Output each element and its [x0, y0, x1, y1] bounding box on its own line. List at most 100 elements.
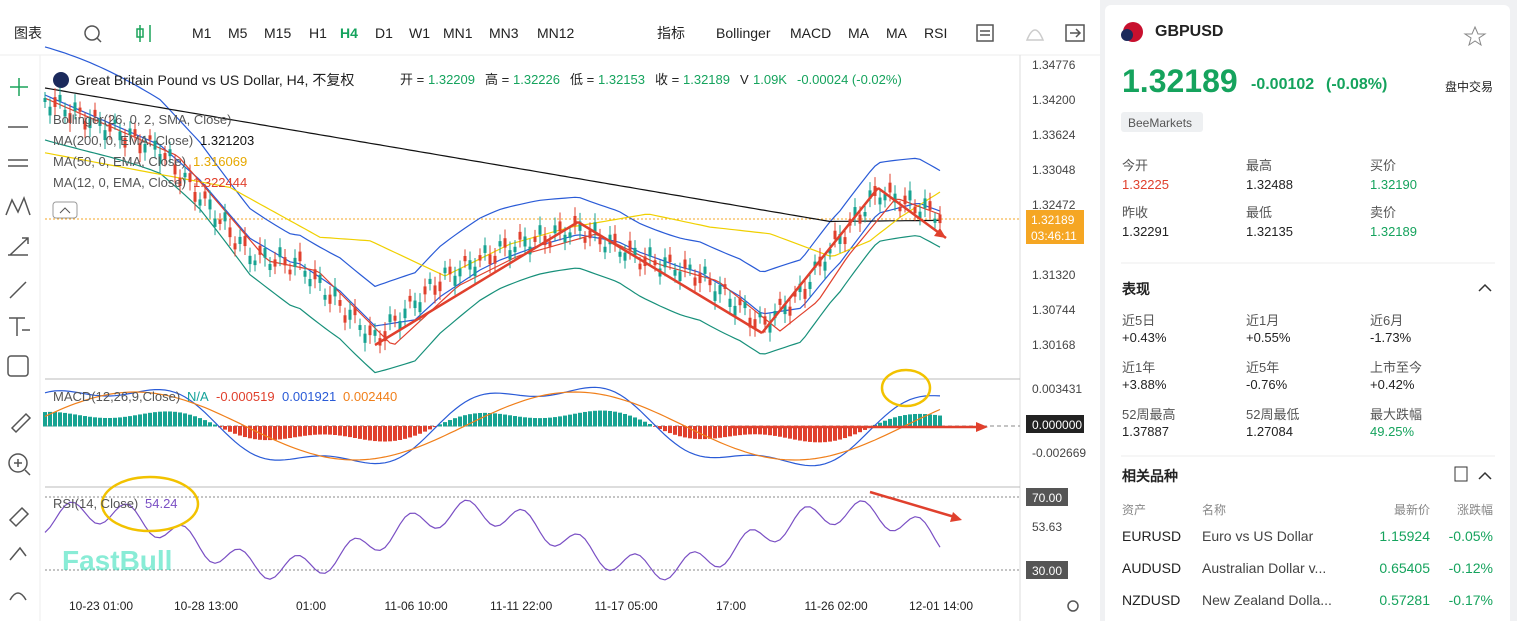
- candle-body: [793, 292, 797, 297]
- quote-value: 1.32189: [683, 72, 730, 87]
- candle-body: [138, 143, 142, 154]
- macd-bar: [158, 411, 162, 427]
- candle-body: [783, 304, 787, 315]
- stat-value: 1.32291: [1122, 224, 1169, 239]
- ma50: [44, 152, 941, 277]
- macd-bar: [43, 412, 47, 427]
- candle-body: [483, 245, 487, 253]
- perf-value: +0.42%: [1370, 377, 1415, 392]
- candle-body: [778, 298, 782, 305]
- macd-bar: [378, 426, 382, 442]
- indicator-button[interactable]: MA: [848, 25, 869, 41]
- table-cell: Euro vs US Dollar: [1202, 528, 1314, 544]
- candle-body: [758, 312, 762, 318]
- candle-body: [823, 261, 827, 271]
- macd-bar: [143, 413, 147, 427]
- quote-change: -0.00024 (-0.02%): [797, 72, 902, 87]
- candle-body: [278, 247, 282, 258]
- timeframe-button[interactable]: H4: [340, 25, 358, 41]
- macd-bar: [738, 426, 742, 436]
- candle-body: [498, 241, 502, 247]
- macd-bar: [168, 411, 172, 427]
- macd-bar: [883, 420, 887, 427]
- candle-body: [473, 266, 477, 277]
- macd-bar: [823, 426, 827, 443]
- candle-body: [268, 264, 272, 271]
- candle-body: [698, 273, 702, 284]
- macd-bar: [763, 426, 767, 435]
- indicator-button[interactable]: Bollinger: [716, 25, 771, 41]
- macd-bar: [563, 415, 567, 427]
- macd-bar: [433, 426, 437, 428]
- candle-body: [463, 255, 467, 262]
- candle-body: [633, 247, 637, 256]
- price-axis-label: 1.32472: [1032, 198, 1076, 212]
- candle-body: [173, 164, 177, 175]
- candle-body: [523, 236, 527, 247]
- macd-bar: [908, 414, 912, 427]
- stat-label: 昨收: [1122, 205, 1149, 220]
- macd-bar: [408, 426, 412, 438]
- macd-bar: [238, 426, 242, 436]
- macd-bar: [113, 417, 117, 427]
- candle-body: [503, 238, 507, 248]
- macd-bar: [548, 417, 552, 427]
- candle-body: [153, 140, 157, 150]
- timeframe-button[interactable]: W1: [409, 25, 430, 41]
- candle-body: [743, 302, 747, 309]
- macd-bar: [68, 413, 72, 427]
- macd-bar: [148, 412, 152, 427]
- macd-bar: [603, 410, 607, 427]
- table-header: 最新价: [1393, 503, 1430, 517]
- macd-bar: [243, 426, 247, 438]
- timeframe-button[interactable]: MN1: [443, 25, 473, 41]
- timeframe-button[interactable]: D1: [375, 25, 393, 41]
- macd-bar: [513, 416, 517, 427]
- macd-bar: [693, 426, 697, 439]
- macd-bar: [828, 426, 832, 442]
- last-price: 1.32189: [1122, 63, 1238, 99]
- candle-body: [243, 236, 247, 247]
- macd-bar: [613, 411, 617, 427]
- candle-body: [413, 300, 417, 309]
- macd-bar: [153, 412, 157, 427]
- candle-body: [768, 322, 772, 333]
- macd-bar: [918, 413, 922, 427]
- macd-bar: [798, 426, 802, 441]
- macd-bar: [523, 417, 527, 427]
- candle-body: [193, 191, 197, 202]
- perf-label: 近5日: [1122, 313, 1156, 328]
- candle-body: [103, 130, 107, 141]
- candle-body: [263, 248, 267, 258]
- macd-bar: [493, 413, 497, 427]
- indicator-menu[interactable]: 指标: [657, 25, 685, 41]
- indicator-button[interactable]: MA: [886, 25, 907, 41]
- candle-body: [603, 246, 607, 253]
- candle-body: [773, 311, 777, 319]
- timeframe-button[interactable]: H1: [309, 25, 327, 41]
- timeframe-button[interactable]: MN12: [537, 25, 575, 41]
- bollinger-upper: [44, 46, 941, 288]
- macd-bar: [453, 418, 457, 427]
- study-value: 1.316069: [193, 154, 248, 169]
- macd-bar: [338, 426, 342, 436]
- indicator-button[interactable]: MACD: [790, 25, 832, 41]
- timeframe-button[interactable]: MN3: [489, 25, 519, 41]
- time-axis-label: 10-28 13:00: [174, 599, 239, 613]
- rsi-axis-label: 70.00: [1032, 491, 1063, 505]
- candle-body: [293, 257, 297, 267]
- candle-body: [93, 109, 97, 117]
- timeframe-button[interactable]: M1: [192, 25, 212, 41]
- candle-body: [583, 237, 587, 243]
- indicator-button[interactable]: RSI: [924, 25, 948, 41]
- candle-body: [78, 107, 82, 112]
- timeframe-button[interactable]: M15: [264, 25, 292, 41]
- candle-body: [648, 247, 652, 257]
- study-legend: MA(12, 0, EMA, Close): [53, 175, 186, 190]
- candle-body: [878, 197, 882, 205]
- quote-value: 1.32153: [598, 72, 645, 87]
- timeframe-button[interactable]: M5: [228, 25, 248, 41]
- candle-body: [853, 207, 857, 217]
- price-change: -0.00102: [1251, 76, 1315, 93]
